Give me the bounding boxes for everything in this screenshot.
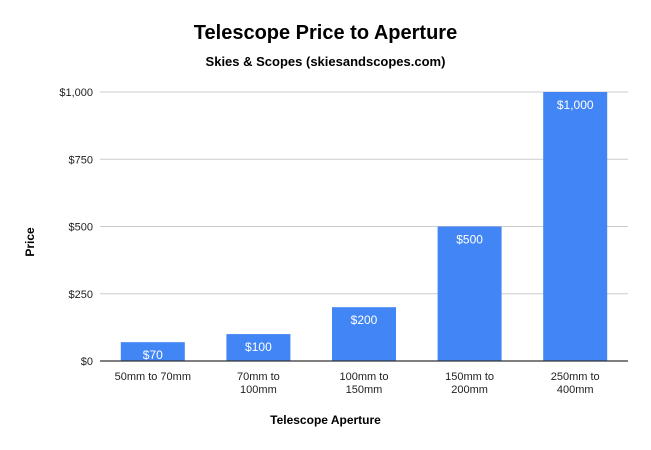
x-tick-label: 150mm to: [445, 371, 494, 383]
x-tick-label: 400mm: [557, 384, 594, 396]
y-tick-label: $250: [69, 289, 93, 301]
x-tick-label: 100mm: [240, 384, 277, 396]
y-tick-label: $750: [69, 154, 93, 166]
x-tick-label: 150mm: [346, 384, 383, 396]
y-tick-label: $0: [81, 356, 93, 368]
bar: [120, 342, 185, 361]
chart-title: Telescope Price to Aperture: [193, 22, 458, 44]
data-label: $70: [143, 348, 163, 362]
x-tick-label: 200mm: [451, 384, 488, 396]
bar: [437, 226, 502, 361]
y-tick-label: $500: [69, 222, 93, 234]
bar: [226, 334, 291, 361]
y-tick-label: $1,000: [59, 87, 93, 99]
x-tick-label: 100mm to: [340, 371, 389, 383]
data-label: $100: [245, 340, 272, 354]
x-tick-label: 70mm to: [237, 371, 280, 383]
chart-subtitle: Skies & Scopes (skiesandscopes.com): [205, 54, 446, 69]
x-tick-label: 50mm to 70mm: [115, 371, 191, 383]
data-label: $1,000: [557, 98, 594, 112]
bar: [332, 307, 396, 361]
data-label: $200: [351, 313, 378, 327]
x-axis-label: Telescope Aperture: [270, 413, 381, 427]
x-tick-label: 250mm to: [551, 371, 600, 383]
bar: [543, 92, 608, 361]
data-label: $500: [456, 233, 483, 247]
